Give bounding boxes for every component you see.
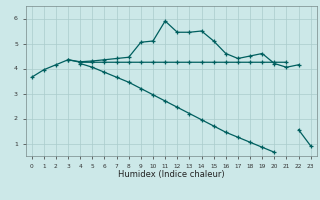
- X-axis label: Humidex (Indice chaleur): Humidex (Indice chaleur): [118, 170, 225, 179]
